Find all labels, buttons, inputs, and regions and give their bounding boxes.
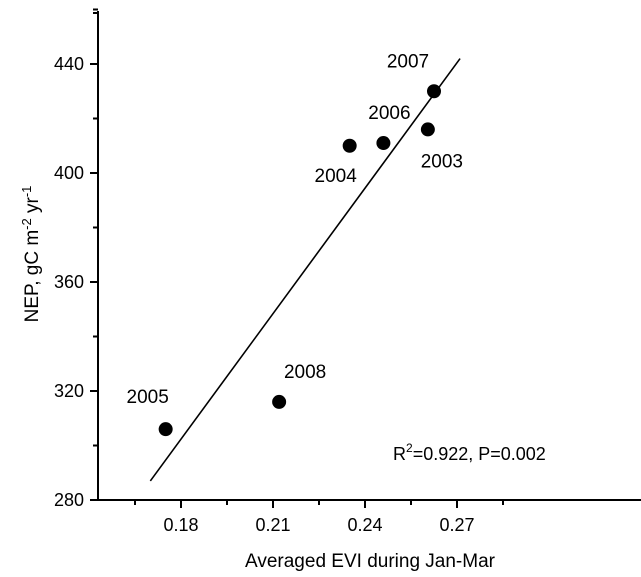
y-tick-label: 440 — [54, 54, 84, 74]
y-ticks: 280 320 360 400 440 — [54, 8, 98, 510]
data-point — [376, 136, 391, 151]
r-label: R — [393, 444, 406, 464]
x-tick-label: 0.18 — [163, 515, 198, 535]
data-point — [158, 422, 173, 437]
y-tick-label: 360 — [54, 272, 84, 292]
y-tick-label: 400 — [54, 163, 84, 183]
y-axis-title: NEP, gC m-2 yr-1 — [19, 186, 43, 323]
y-tick-label: 320 — [54, 381, 84, 401]
data-point — [342, 138, 357, 153]
x-tick-label: 0.27 — [439, 515, 474, 535]
x-tick-label: 0.24 — [347, 515, 382, 535]
point-label: 2006 — [368, 103, 410, 124]
point-label: 2007 — [387, 51, 429, 72]
x-tick-label: 0.21 — [255, 515, 290, 535]
y-tick-label: 280 — [54, 490, 84, 510]
r-superscript: 2 — [406, 441, 413, 455]
data-point — [420, 122, 435, 137]
plot-frame — [97, 11, 641, 501]
point-label: 2005 — [127, 387, 169, 408]
point-label: 2004 — [315, 166, 358, 187]
data-point — [272, 394, 287, 409]
point-label: 2003 — [421, 151, 463, 172]
x-axis-title: Averaged EVI during Jan-Mar — [245, 551, 496, 572]
r-value-text: =0.922, P=0.002 — [413, 444, 546, 464]
x-ticks: 0.18 0.21 0.24 0.27 — [134, 500, 504, 535]
regression-line — [149, 58, 461, 482]
fit-line-group — [149, 58, 461, 482]
point-labels: 2005 2008 2004 2006 2003 2007 — [127, 51, 463, 408]
data-points — [158, 84, 441, 437]
data-point — [427, 84, 441, 99]
point-label: 2008 — [284, 362, 326, 383]
r-squared-annotation: R2=0.922, P=0.002 — [393, 441, 546, 464]
